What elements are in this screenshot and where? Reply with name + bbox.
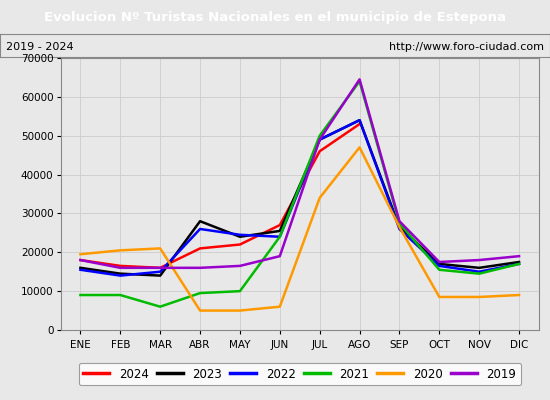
Text: 2019 - 2024: 2019 - 2024 [6, 42, 73, 52]
Text: Evolucion Nº Turistas Nacionales en el municipio de Estepona: Evolucion Nº Turistas Nacionales en el m… [44, 10, 506, 24]
Text: http://www.foro-ciudad.com: http://www.foro-ciudad.com [389, 42, 544, 52]
Legend: 2024, 2023, 2022, 2021, 2020, 2019: 2024, 2023, 2022, 2021, 2020, 2019 [79, 363, 521, 385]
